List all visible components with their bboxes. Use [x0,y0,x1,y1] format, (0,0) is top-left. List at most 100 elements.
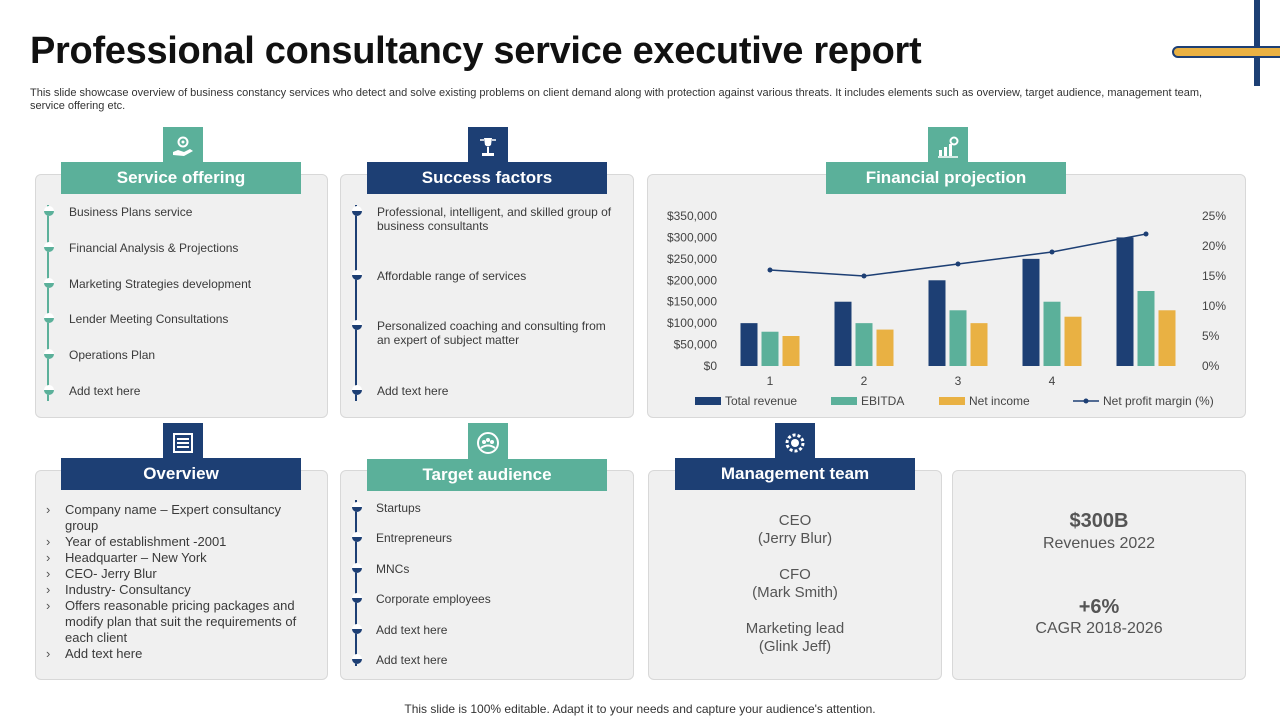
bar-total-revenue [834,301,852,366]
timeline-dot [352,206,362,216]
people-circle-icon [468,423,508,463]
bar-ebitda [855,323,873,366]
list-item: Add text here [69,384,141,398]
list-item: MNCs [376,562,410,576]
legend-swatch [831,397,857,405]
legend-label: EBITDA [861,394,904,408]
bar-net-income [876,329,894,366]
success-factors-header: Success factors [367,162,607,194]
y-tick-label: $300,000 [667,230,717,244]
gear-badge-icon [775,423,815,463]
timeline-dot [352,624,362,634]
overview-item: Offers reasonable pricing packages and m… [46,598,304,646]
list-item: Personalized coaching and consulting fro… [377,319,606,347]
mgmt-member-cfo: CFO (Mark Smith) [648,566,942,602]
success-factors-card [340,174,634,418]
overview-item: Industry- Consultancy [46,582,304,598]
y-tick-label: $350,000 [667,209,717,223]
mgmt-member-marketing: Marketing lead (Glink Jeff) [648,620,942,656]
x-tick-label: 1 [767,374,774,388]
bar-total-revenue [928,280,946,366]
timeline-dot [352,385,362,395]
service-offering-timeline [47,205,49,401]
list-item: Entrepreneurs [376,531,453,545]
net-profit-margin-line [769,233,1147,277]
stats-card [952,470,1246,680]
legend-swatch [695,397,721,405]
financial-projection-header: Financial projection [826,162,1066,194]
timeline-dot [352,270,362,280]
timeline-dot [44,313,54,323]
cagr-value: +6% [1078,596,1120,618]
service-offering-card [35,174,328,418]
net-profit-margin-point [1049,249,1055,255]
list-item: Add text here [376,623,448,637]
list-item: Add text here [377,384,449,398]
timeline-dot [44,385,54,395]
financial-projection-chart: $0 $50,000 $100,000 $150,000 $200,000 $250,00… [667,209,1226,408]
overview-item: Company name – Expert consultancy group [46,502,304,534]
page-subtitle: This slide showcase overview of business… [30,87,1203,112]
x-tick-label: 4 [1049,374,1056,388]
list-building-icon [163,423,203,463]
list-item: Lender Meeting Consultations [69,312,229,326]
list-item: Add text here [376,653,448,667]
net-profit-margin-point [767,267,773,273]
bar-net-income [1064,316,1082,366]
timeline-dot [352,593,362,603]
bar-ebitda [949,310,967,366]
y2-tick-label: 25% [1202,209,1226,223]
y2-tick-label: 5% [1202,329,1220,343]
success-factors-timeline [355,205,357,401]
mgmt-role: CFO [779,566,811,583]
timeline-dot [44,278,54,288]
revenue-label: Revenues 2022 [1042,535,1156,552]
y-tick-label: $0 [704,359,718,373]
bar-ebitda [1137,291,1155,366]
timeline-dot [44,349,54,359]
overview-item: Headquarter – New York [46,550,304,566]
mgmt-name: (Jerry Blur) [757,530,833,547]
legend-line-point [1083,398,1089,404]
revenue-value: $300B [1069,510,1129,532]
y-tick-label: $250,000 [667,252,717,266]
timeline-dot [352,532,362,542]
bar-total-revenue [1116,237,1134,366]
overview-item: Add text here [46,646,304,662]
mgmt-role: CEO [778,512,812,529]
timeline-dot [352,654,362,664]
mgmt-role: Marketing lead [745,620,845,637]
trophy-icon [468,127,508,167]
list-item: Operations Plan [69,348,156,362]
decor-vertical-bar [1254,0,1260,86]
management-team-header: Management team [675,458,915,490]
timeline-dot [352,320,362,330]
mgmt-member-ceo: CEO (Jerry Blur) [648,512,942,548]
y2-tick-label: 10% [1202,299,1226,313]
list-item: Professional, intelligent, and skilled g… [377,205,612,233]
y-tick-label: $200,000 [667,273,717,287]
footer-note: This slide is 100% editable. Adapt it to… [404,702,876,716]
mgmt-name: (Glink Jeff) [758,638,832,655]
target-audience-header: Target audience [367,459,607,491]
bar-total-revenue [740,323,758,366]
list-item: Marketing Strategies development [69,277,252,291]
y2-tick-label: 20% [1202,239,1226,253]
bar-total-revenue [1022,258,1040,366]
list-item: Startups [376,501,421,515]
legend-label: Total revenue [725,394,797,408]
page-title: Professional consultancy service executi… [30,30,922,72]
cagr-label: CAGR 2018-2026 [1035,620,1163,637]
legend-label: Net profit margin (%) [1103,394,1214,408]
timeline-dot [44,242,54,252]
chart-gear-icon [928,127,968,167]
management-team-card [648,470,942,680]
legend-label: Net income [969,394,1030,408]
list-item: Affordable range of services [377,269,527,283]
bar-ebitda [761,331,779,366]
decor-pill [1172,46,1280,58]
overview-header: Overview [61,458,301,490]
target-audience-timeline [355,500,357,666]
overview-item: CEO- Jerry Blur [46,566,304,582]
net-profit-margin-point [1143,231,1149,237]
